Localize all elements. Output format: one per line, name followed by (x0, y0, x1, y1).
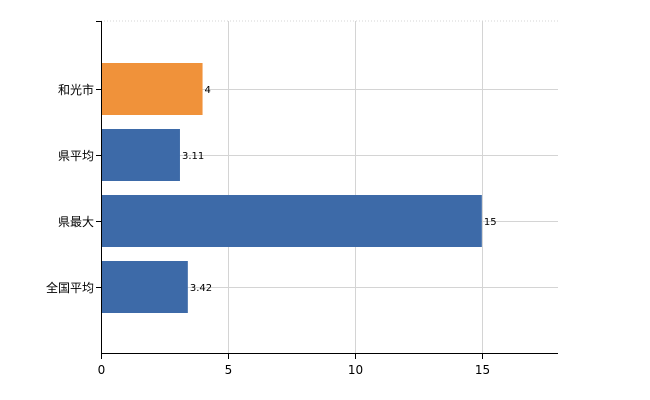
data-label-3: 15 (484, 217, 497, 228)
data-label-2: 3.11 (182, 151, 204, 162)
data-label-4: 3.42 (190, 283, 212, 294)
x-tick-label-2: 5 (225, 363, 233, 377)
chart-data-labels: 4 3.11 15 3.42 (182, 85, 497, 294)
bar-3 (101, 195, 482, 247)
bar-2 (101, 129, 180, 181)
bar-4 (101, 261, 188, 313)
data-label-1: 4 (205, 85, 211, 96)
x-tick-label-4: 15 (475, 363, 490, 377)
bar-1 (101, 63, 203, 115)
y-tick-label-3: 県最大 (58, 215, 94, 229)
chart-bars (101, 63, 482, 313)
y-tick-label-1: 和光市 (58, 82, 94, 97)
y-tick-label-4: 全国平均 (46, 280, 94, 295)
y-tick-label-2: 県平均 (58, 149, 94, 163)
x-tick-label-1: 0 (98, 363, 106, 377)
x-tick-label-3: 10 (348, 363, 363, 377)
